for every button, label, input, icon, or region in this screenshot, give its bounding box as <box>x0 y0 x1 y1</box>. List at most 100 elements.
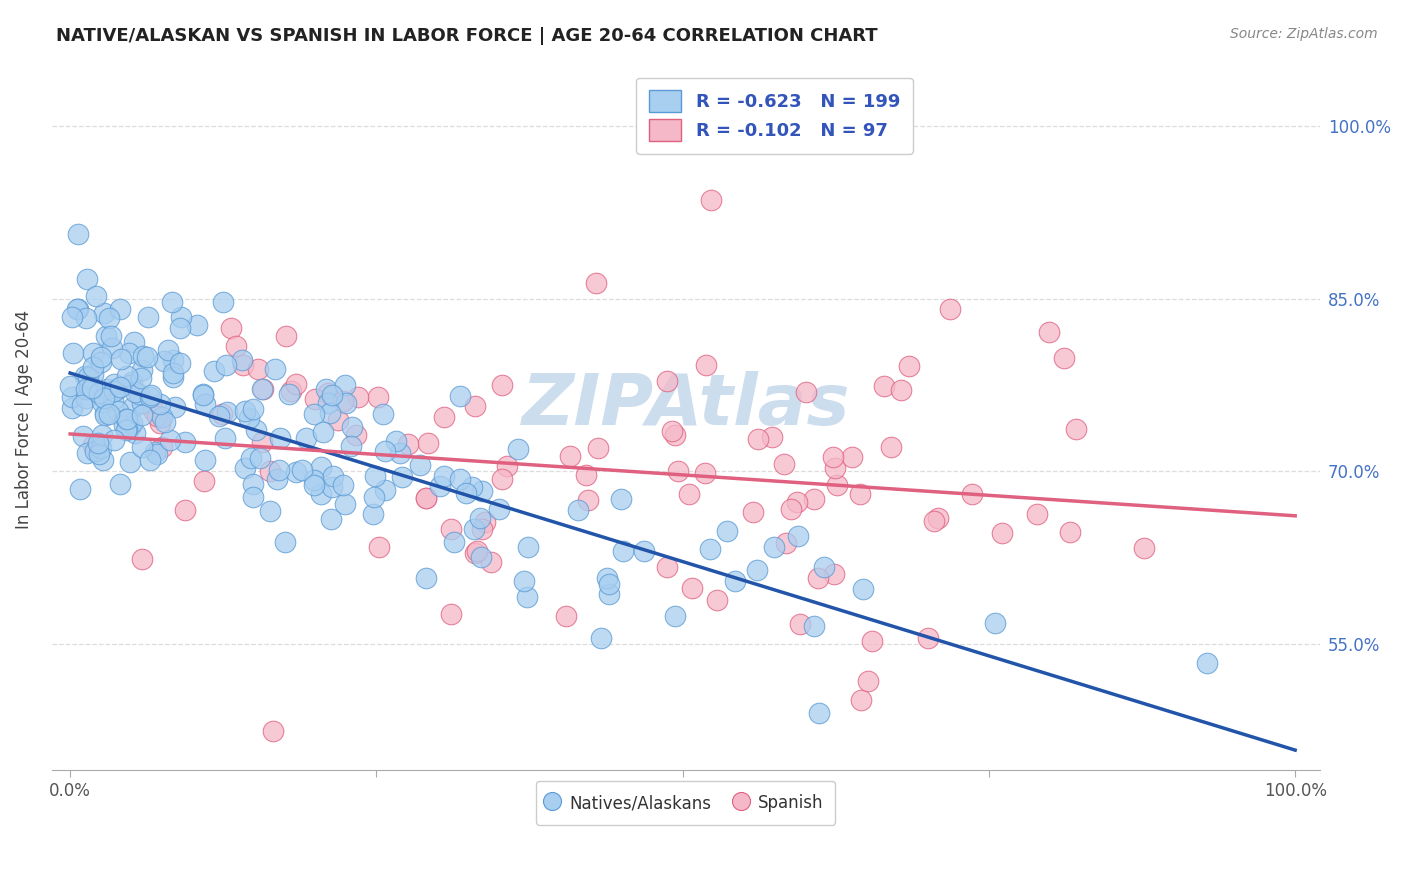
Point <box>103 384 125 399</box>
Point <box>700 193 723 207</box>
Point <box>128 387 150 401</box>
Point <box>418 435 440 450</box>
Point <box>75 382 97 396</box>
Point <box>464 546 486 560</box>
Point <box>335 396 357 410</box>
Point <box>77 379 100 393</box>
Point <box>322 469 344 483</box>
Point <box>922 514 945 528</box>
Point <box>388 446 411 460</box>
Point <box>93 391 115 405</box>
Point <box>443 534 465 549</box>
Point <box>633 544 655 558</box>
Point <box>340 439 363 453</box>
Point <box>332 394 354 409</box>
Point <box>100 341 122 355</box>
Point <box>231 353 253 368</box>
Point <box>285 465 308 479</box>
Point <box>259 503 281 517</box>
Point <box>262 724 284 739</box>
Point <box>415 491 437 506</box>
Point <box>103 376 125 391</box>
Point <box>794 385 817 400</box>
Point <box>242 401 264 416</box>
Text: ZIPAtlas: ZIPAtlas <box>522 371 851 440</box>
Point <box>321 512 343 526</box>
Point <box>316 385 339 400</box>
Point <box>344 428 367 442</box>
Point <box>302 473 325 487</box>
Point <box>280 384 302 398</box>
Point <box>162 353 184 368</box>
Point <box>136 350 159 364</box>
Point <box>363 491 385 505</box>
Point <box>75 391 97 405</box>
Point <box>856 674 879 689</box>
Point <box>110 352 132 367</box>
Point <box>316 396 339 410</box>
Point <box>415 491 437 505</box>
Point <box>1038 326 1060 340</box>
Point <box>470 549 492 564</box>
Point <box>118 346 141 360</box>
Point <box>328 413 350 427</box>
Point <box>491 378 513 392</box>
Point <box>105 382 128 396</box>
Point <box>415 571 437 585</box>
Point <box>470 511 492 525</box>
Point <box>202 364 225 378</box>
Point <box>79 379 101 393</box>
Point <box>723 574 745 588</box>
Point <box>596 571 619 585</box>
Point <box>591 632 613 646</box>
Point <box>233 404 256 418</box>
Point <box>215 358 238 372</box>
Point <box>131 409 153 423</box>
Point <box>250 382 273 396</box>
Point <box>131 440 153 454</box>
Point <box>62 346 84 360</box>
Point <box>1197 657 1219 671</box>
Point <box>311 425 333 439</box>
Point <box>332 478 354 492</box>
Point <box>93 408 115 422</box>
Point <box>1026 507 1049 521</box>
Point <box>100 329 122 343</box>
Point <box>508 442 530 456</box>
Point <box>1064 422 1087 436</box>
Point <box>333 378 356 392</box>
Point <box>786 529 808 543</box>
Point <box>661 425 683 439</box>
Point <box>145 447 167 461</box>
Point <box>249 451 271 466</box>
Point <box>77 369 100 384</box>
Point <box>266 472 288 486</box>
Point <box>432 410 454 425</box>
Point <box>162 370 184 384</box>
Point <box>984 615 1007 630</box>
Point <box>70 398 93 412</box>
Point <box>73 369 96 384</box>
Point <box>115 369 138 384</box>
Point <box>821 450 844 464</box>
Point <box>813 560 835 574</box>
Point <box>259 463 281 477</box>
Point <box>60 401 83 416</box>
Point <box>156 343 179 358</box>
Point <box>115 412 138 426</box>
Point <box>449 389 471 403</box>
Point <box>60 310 83 325</box>
Point <box>803 491 825 506</box>
Point <box>267 463 290 477</box>
Point <box>786 494 808 508</box>
Point <box>695 466 717 480</box>
Point <box>90 351 112 365</box>
Point <box>745 563 768 577</box>
Point <box>107 403 129 417</box>
Point <box>463 522 485 536</box>
Point <box>232 358 254 372</box>
Point <box>374 483 396 497</box>
Y-axis label: In Labor Force | Age 20-64: In Labor Force | Age 20-64 <box>15 310 32 529</box>
Legend: Natives/Alaskans, Spanish: Natives/Alaskans, Spanish <box>536 781 835 825</box>
Point <box>124 426 146 441</box>
